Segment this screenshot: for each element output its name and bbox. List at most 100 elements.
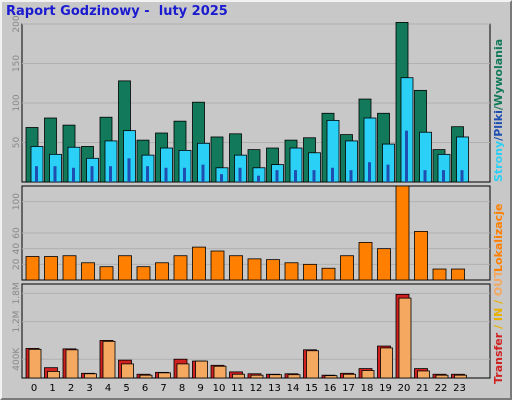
bar-visits bbox=[451, 268, 465, 281]
x-tick-label: 9 bbox=[197, 383, 203, 394]
bar-visits bbox=[284, 262, 299, 281]
bar-files bbox=[90, 166, 94, 182]
bar-files bbox=[294, 170, 297, 182]
legend-middle-panel: Lokalizacje bbox=[492, 204, 505, 272]
bar-out bbox=[250, 374, 264, 379]
bar-visits bbox=[81, 262, 95, 281]
x-tick-label: 11 bbox=[231, 383, 244, 394]
bar-out bbox=[324, 375, 338, 379]
bar-files bbox=[220, 174, 223, 182]
bar-visits bbox=[192, 246, 206, 281]
bar-out bbox=[380, 347, 393, 379]
bar-files bbox=[201, 164, 205, 182]
bar-visits bbox=[395, 185, 410, 281]
bar-visits bbox=[44, 256, 58, 281]
legend-out: OUT bbox=[492, 270, 505, 297]
bar-visits bbox=[414, 231, 428, 281]
bar-out bbox=[121, 363, 134, 379]
panel-transfer bbox=[21, 283, 491, 379]
y-tick-label: 60 bbox=[12, 227, 22, 239]
x-tick-label: 22 bbox=[435, 383, 448, 394]
x-tick-label: 6 bbox=[142, 383, 148, 394]
legend-transfer: Transfer bbox=[492, 332, 505, 384]
bar-files bbox=[146, 166, 149, 182]
legend-in: IN bbox=[492, 307, 505, 322]
bar-visits bbox=[247, 258, 262, 281]
bar-out bbox=[435, 374, 449, 379]
y-tick-label: 200 bbox=[12, 15, 22, 32]
legend-top-panel: Strony/Pliki/Wywolania bbox=[492, 39, 505, 182]
legend-sep-1: / bbox=[492, 136, 505, 141]
x-tick-label: 2 bbox=[68, 383, 74, 394]
legend-in-sep: / bbox=[492, 321, 505, 333]
bar-visits bbox=[377, 248, 391, 281]
bar-files bbox=[183, 167, 186, 182]
bar-out bbox=[84, 373, 97, 379]
legend-visits: Lokalizacje bbox=[492, 203, 505, 272]
bar-visits bbox=[303, 263, 317, 281]
y-tick-label: 1.8M bbox=[12, 282, 22, 304]
legend-sep-2: / bbox=[492, 106, 505, 111]
bar-files bbox=[257, 175, 260, 182]
bar-files bbox=[386, 164, 390, 182]
bar-out bbox=[269, 374, 282, 379]
bar-out bbox=[287, 374, 301, 379]
bar-visits bbox=[210, 250, 225, 281]
bar-visits bbox=[321, 267, 336, 281]
bar-files bbox=[460, 170, 464, 182]
bar-visits bbox=[155, 262, 169, 281]
x-tick-label: 20 bbox=[398, 383, 411, 394]
x-tick-label: 5 bbox=[123, 383, 129, 394]
x-tick-label: 18 bbox=[361, 383, 374, 394]
x-tick-label: 14 bbox=[287, 383, 300, 394]
bar-files bbox=[349, 170, 353, 182]
bar-files bbox=[312, 170, 316, 182]
bar-files bbox=[35, 166, 38, 182]
bar-out bbox=[343, 373, 356, 379]
bar-out bbox=[47, 371, 60, 379]
bar-visits bbox=[136, 266, 151, 281]
x-tick-label: 19 bbox=[379, 383, 392, 394]
bar-out bbox=[361, 370, 375, 379]
x-tick-label: 3 bbox=[86, 383, 92, 394]
bar-out bbox=[454, 374, 467, 379]
bar-files bbox=[109, 166, 112, 182]
bar-visits bbox=[99, 266, 114, 281]
bar-files bbox=[423, 170, 427, 182]
x-tick-label: 16 bbox=[324, 383, 337, 394]
bar-out bbox=[195, 360, 208, 379]
bar-out bbox=[232, 373, 245, 379]
x-tick-label: 10 bbox=[213, 383, 226, 394]
y-tick-label: 20 bbox=[12, 258, 22, 270]
legend-hits: Wywolania bbox=[492, 38, 505, 107]
bar-out bbox=[398, 297, 412, 379]
bar-files bbox=[331, 167, 334, 182]
bar-out bbox=[176, 363, 190, 379]
bar-files bbox=[275, 170, 279, 182]
bar-files bbox=[164, 167, 168, 182]
x-tick-label: 7 bbox=[160, 383, 166, 394]
x-tick-label: 0 bbox=[31, 383, 37, 394]
bar-visits bbox=[266, 259, 280, 281]
x-tick-label: 12 bbox=[250, 383, 263, 394]
bar-out bbox=[65, 349, 79, 379]
bar-out bbox=[102, 340, 116, 379]
bar-out bbox=[213, 365, 227, 379]
legend-pages: Strony bbox=[492, 140, 505, 182]
bar-files bbox=[238, 167, 242, 182]
x-tick-label: 15 bbox=[305, 383, 318, 394]
bar-visits bbox=[432, 268, 447, 281]
bar-visits bbox=[229, 255, 243, 281]
bar-out bbox=[306, 350, 319, 379]
bar-out bbox=[158, 372, 171, 379]
x-tick-label: 21 bbox=[416, 383, 429, 394]
y-tick-label: 400K bbox=[12, 347, 22, 371]
bar-files bbox=[53, 166, 57, 182]
bar-visits bbox=[340, 255, 354, 281]
bar-visits bbox=[118, 255, 132, 281]
x-tick-label: 17 bbox=[342, 383, 355, 394]
x-tick-label: 1 bbox=[49, 383, 55, 394]
bar-visits bbox=[25, 256, 40, 281]
x-tick-label: 23 bbox=[453, 383, 466, 394]
legend-in-sep-2: / bbox=[492, 296, 505, 308]
